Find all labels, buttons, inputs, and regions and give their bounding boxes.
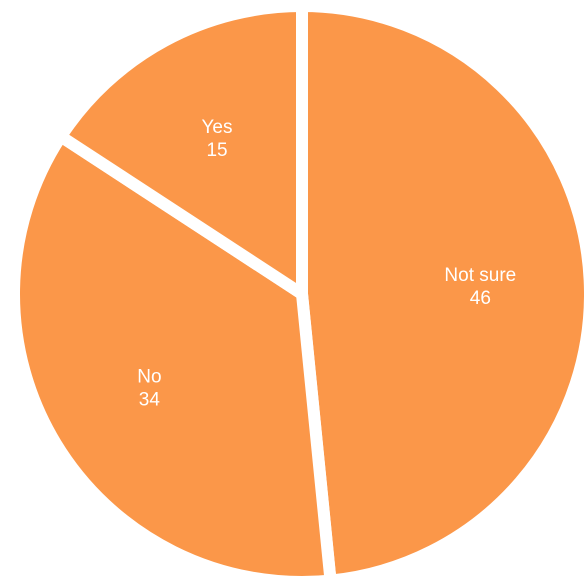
slice-category-label: Not sure [444,265,516,286]
slice-value-label: 15 [206,140,227,161]
slice-label-no: No 34 [137,367,161,411]
slice-category-label: No [137,367,161,388]
pie-slice-no [8,130,337,582]
slice-value-label: 46 [470,288,491,309]
pie-slice-yes [54,0,308,300]
slice-label-yes: Yes 15 [202,117,233,161]
slice-value-label: 34 [139,390,161,411]
slice-label-not-sure: Not sure 46 [444,265,516,309]
slice-category-label: Yes [202,117,233,138]
pie-slice-not-sure [296,0,584,582]
